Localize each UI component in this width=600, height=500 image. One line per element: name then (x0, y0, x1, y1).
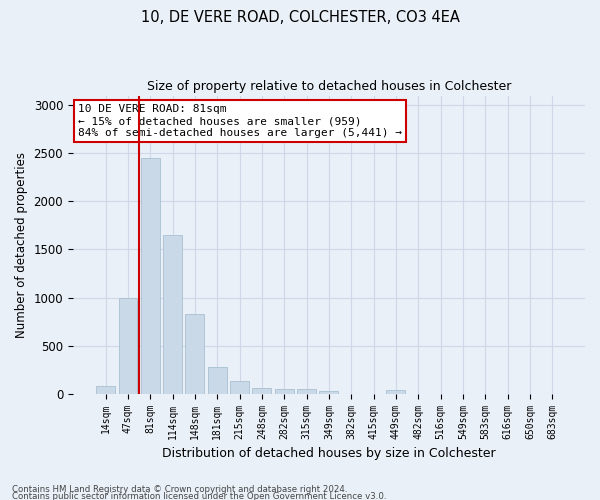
Bar (96, 386, 115, 394)
Text: 10, DE VERE ROAD, COLCHESTER, CO3 4EA: 10, DE VERE ROAD, COLCHESTER, CO3 4EA (140, 10, 460, 25)
Bar (297, 390, 316, 394)
Bar (230, 381, 249, 394)
Bar (141, 158, 160, 394)
Text: Contains HM Land Registry data © Crown copyright and database right 2024.: Contains HM Land Registry data © Crown c… (12, 486, 347, 494)
Bar (253, 388, 271, 394)
Bar (208, 367, 227, 394)
Bar (386, 390, 406, 394)
Bar (275, 390, 294, 394)
X-axis label: Distribution of detached houses by size in Colchester: Distribution of detached houses by size … (162, 447, 496, 460)
Bar (319, 391, 338, 394)
Title: Size of property relative to detached houses in Colchester: Size of property relative to detached ho… (147, 80, 511, 93)
Bar (163, 235, 182, 394)
Bar (185, 314, 205, 394)
Bar (119, 298, 137, 394)
Text: 10 DE VERE ROAD: 81sqm
← 15% of detached houses are smaller (959)
84% of semi-de: 10 DE VERE ROAD: 81sqm ← 15% of detached… (78, 104, 402, 138)
Y-axis label: Number of detached properties: Number of detached properties (15, 152, 28, 338)
Text: Contains public sector information licensed under the Open Government Licence v3: Contains public sector information licen… (12, 492, 386, 500)
